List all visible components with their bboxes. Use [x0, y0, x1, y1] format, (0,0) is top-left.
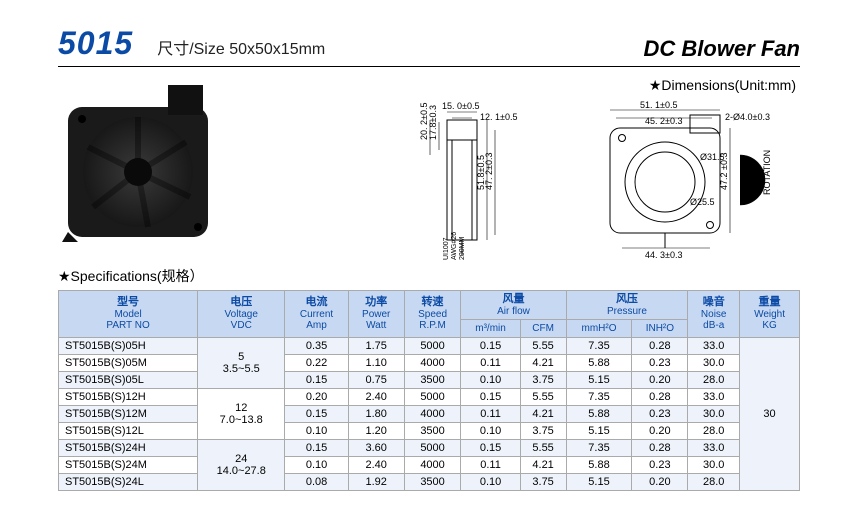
product-photo — [58, 77, 218, 247]
table-row: ST5015B(S)12H127.0~13.80.202.4050000.155… — [59, 388, 800, 405]
svg-text:200MM: 200MM — [459, 236, 466, 260]
dim-top-inner: 12. 1±0.5 — [480, 112, 517, 122]
table-row: ST5015B(S)12L0.101.2035000.103.755.150.2… — [59, 422, 800, 439]
table-row: ST5015B(S)12M0.151.8040000.114.215.880.2… — [59, 405, 800, 422]
drawings: ★Dimensions(Unit:mm) — [228, 77, 800, 260]
dim-right-inner: 47. 2±0.3 — [484, 153, 494, 190]
specs-title: ★Specifications(规格） — [58, 266, 800, 286]
side-view-drawing: 15. 0±0.5 12. 1±0.5 20. 2±0.5 17.8±0.3 5… — [392, 100, 542, 260]
table-row: ST5015B(S)05M0.221.1040000.114.215.880.2… — [59, 354, 800, 371]
model-number: 5015 — [58, 25, 133, 62]
figure-row: ★Dimensions(Unit:mm) — [58, 77, 800, 260]
specs-table-body: ST5015B(S)05H53.5~5.50.351.7550000.155.5… — [59, 337, 800, 490]
dim-inner-d: Ø25.5 — [690, 197, 715, 207]
lead-spec: UI1007 — [443, 237, 450, 260]
dim-front-top-w: 51. 1±0.5 — [640, 100, 677, 110]
table-row: ST5015B(S)24L0.081.9235000.103.755.150.2… — [59, 473, 800, 490]
header-left: 5015 尺寸/Size 50x50x15mm — [58, 25, 325, 62]
svg-text:AWG#26: AWG#26 — [451, 232, 458, 260]
table-row: ST5015B(S)05L0.150.7535000.103.755.150.2… — [59, 371, 800, 388]
dimensions-title: ★Dimensions(Unit:mm) — [228, 77, 800, 94]
specs-table: 型号ModelPART NO 电压VoltageVDC 电流CurrentAmp… — [58, 290, 800, 491]
dim-front-right-h: 47.2 ±0.3 — [719, 153, 729, 190]
dim-left-inner: 17.8±0.3 — [428, 105, 438, 140]
specs-table-head: 型号ModelPART NO 电压VoltageVDC 电流CurrentAmp… — [59, 291, 800, 338]
dim-front-top-inner: 45. 2±0.3 — [645, 116, 682, 126]
product-title: DC Blower Fan — [644, 36, 800, 62]
dim-top-w: 15. 0±0.5 — [442, 101, 479, 111]
size-label: 尺寸/Size 50x50x15mm — [157, 35, 325, 59]
table-row: ST5015B(S)05H53.5~5.50.351.7550000.155.5… — [59, 337, 800, 354]
header-bar: 5015 尺寸/Size 50x50x15mm DC Blower Fan — [58, 25, 800, 67]
datasheet-page: 5015 尺寸/Size 50x50x15mm DC Blower Fan — [0, 0, 858, 528]
table-row: ST5015B(S)24M0.102.4040000.114.215.880.2… — [59, 456, 800, 473]
dim-hole: 2-Ø4.0±0.3 — [725, 112, 770, 122]
rotation-label: ROTATION — [762, 150, 772, 195]
dim-front-bottom: 44. 3±0.3 — [645, 250, 682, 260]
front-view-drawing: 51. 1±0.5 45. 2±0.3 2-Ø4.0±0.3 Ø31.5 Ø25… — [570, 100, 800, 260]
table-row: ST5015B(S)24H2414.0~27.80.153.6050000.15… — [59, 439, 800, 456]
